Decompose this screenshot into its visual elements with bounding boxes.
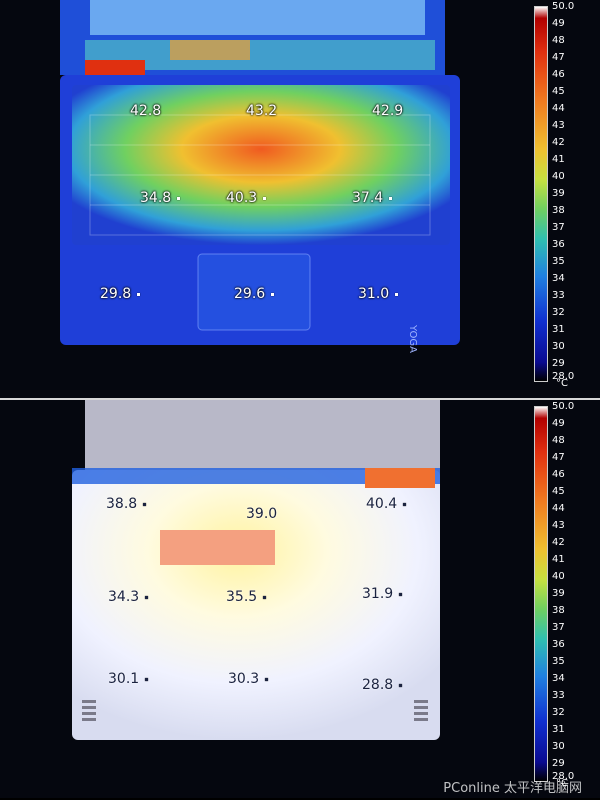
scale-tick: 29 <box>552 358 565 369</box>
scale-tick: 47 <box>552 452 565 463</box>
scale-tick: 49 <box>552 418 565 429</box>
scale-tick: 40 <box>552 571 565 582</box>
scale-tick: 32 <box>552 707 565 718</box>
temp-reading: 43.2 <box>246 103 278 119</box>
scale-tick: 35 <box>552 656 565 667</box>
temp-reading: 37.4 <box>352 190 393 206</box>
scale-min-label: 28.0 <box>552 771 575 782</box>
scale-tick: 45 <box>552 486 565 497</box>
scale-min-label: 28.0 <box>552 371 575 382</box>
thermal-image-bottom-underside: 38.8 39.0 40.4 34.3 35.5 31.9 30.1 30.3 … <box>0 400 600 798</box>
scale-tick: 30 <box>552 741 565 752</box>
scale-tick: 35 <box>552 256 565 267</box>
temp-reading: 29.8 <box>100 286 141 302</box>
scale-tick: 42 <box>552 137 565 148</box>
temp-reading: 28.8 <box>362 677 403 693</box>
temp-reading: 35.5 <box>226 589 267 605</box>
scale-tick: 31 <box>552 724 565 735</box>
scale-tick: 43 <box>552 120 565 131</box>
brand-text: YOGA <box>407 324 418 353</box>
temp-reading: 31.0 <box>358 286 399 302</box>
scale-tick: 33 <box>552 690 565 701</box>
temp-reading: 40.4 <box>366 496 407 512</box>
thermal-image-top-keyboard: YOGA 42.8 43.2 42.9 34.8 40.3 37.4 29.8 … <box>0 0 600 398</box>
watermark-logo: PConline 太平洋电脑网 <box>443 781 582 796</box>
scale-tick: 36 <box>552 239 565 250</box>
scale-tick: 32 <box>552 307 565 318</box>
scale-tick: 39 <box>552 588 565 599</box>
scale-tick: 31 <box>552 324 565 335</box>
scale-tick: 30 <box>552 341 565 352</box>
panel-divider <box>0 398 600 400</box>
scale-tick: 41 <box>552 154 565 165</box>
temperature-scale: 50.0 49 48 47 46 45 44 43 42 41 40 39 38… <box>528 0 600 398</box>
scale-tick: 34 <box>552 673 565 684</box>
scale-tick: 43 <box>552 520 565 531</box>
temp-reading: 29.6 <box>234 286 275 302</box>
color-scale-bar <box>534 406 548 782</box>
temp-reading: 39.0 <box>246 506 278 522</box>
scale-tick: 37 <box>552 222 565 233</box>
scale-unit: °C <box>556 778 568 789</box>
scale-max-label: 50.0 <box>552 1 575 12</box>
temp-reading: 38.8 <box>106 496 147 512</box>
temp-reading: 34.8 <box>140 190 181 206</box>
scale-tick: 34 <box>552 273 565 284</box>
scale-tick: 49 <box>552 18 565 29</box>
temp-reading: 42.9 <box>372 103 404 119</box>
scale-tick: 44 <box>552 103 565 114</box>
scale-tick: 38 <box>552 605 565 616</box>
temp-reading: 30.1 <box>108 671 149 687</box>
scale-tick: 37 <box>552 622 565 633</box>
scale-tick: 48 <box>552 435 565 446</box>
scale-tick: 40 <box>552 171 565 182</box>
scale-tick: 33 <box>552 290 565 301</box>
scale-tick: 47 <box>552 52 565 63</box>
scale-tick: 42 <box>552 537 565 548</box>
scale-tick: 45 <box>552 86 565 97</box>
scale-tick: 46 <box>552 69 565 80</box>
temperature-scale: 50.0 49 48 47 46 45 44 43 42 41 40 39 38… <box>528 400 600 798</box>
scale-tick: 44 <box>552 503 565 514</box>
scale-unit: °C <box>556 378 568 389</box>
scale-tick: 38 <box>552 205 565 216</box>
laptop-top-thermal-drawing: YOGA <box>60 0 460 353</box>
temp-reading: 31.9 <box>362 586 403 602</box>
color-scale-bar <box>534 6 548 382</box>
temp-reading: 30.3 <box>228 671 269 687</box>
temp-reading: 34.3 <box>108 589 149 605</box>
laptop-bottom-thermal-drawing <box>72 400 440 740</box>
temp-reading: 42.8 <box>130 103 162 119</box>
scale-tick: 48 <box>552 35 565 46</box>
temp-reading: 40.3 <box>226 190 267 206</box>
scale-tick: 36 <box>552 639 565 650</box>
scale-tick: 39 <box>552 188 565 199</box>
scale-max-label: 50.0 <box>552 401 575 412</box>
scale-tick: 46 <box>552 469 565 480</box>
scale-tick: 41 <box>552 554 565 565</box>
scale-tick: 29 <box>552 758 565 769</box>
